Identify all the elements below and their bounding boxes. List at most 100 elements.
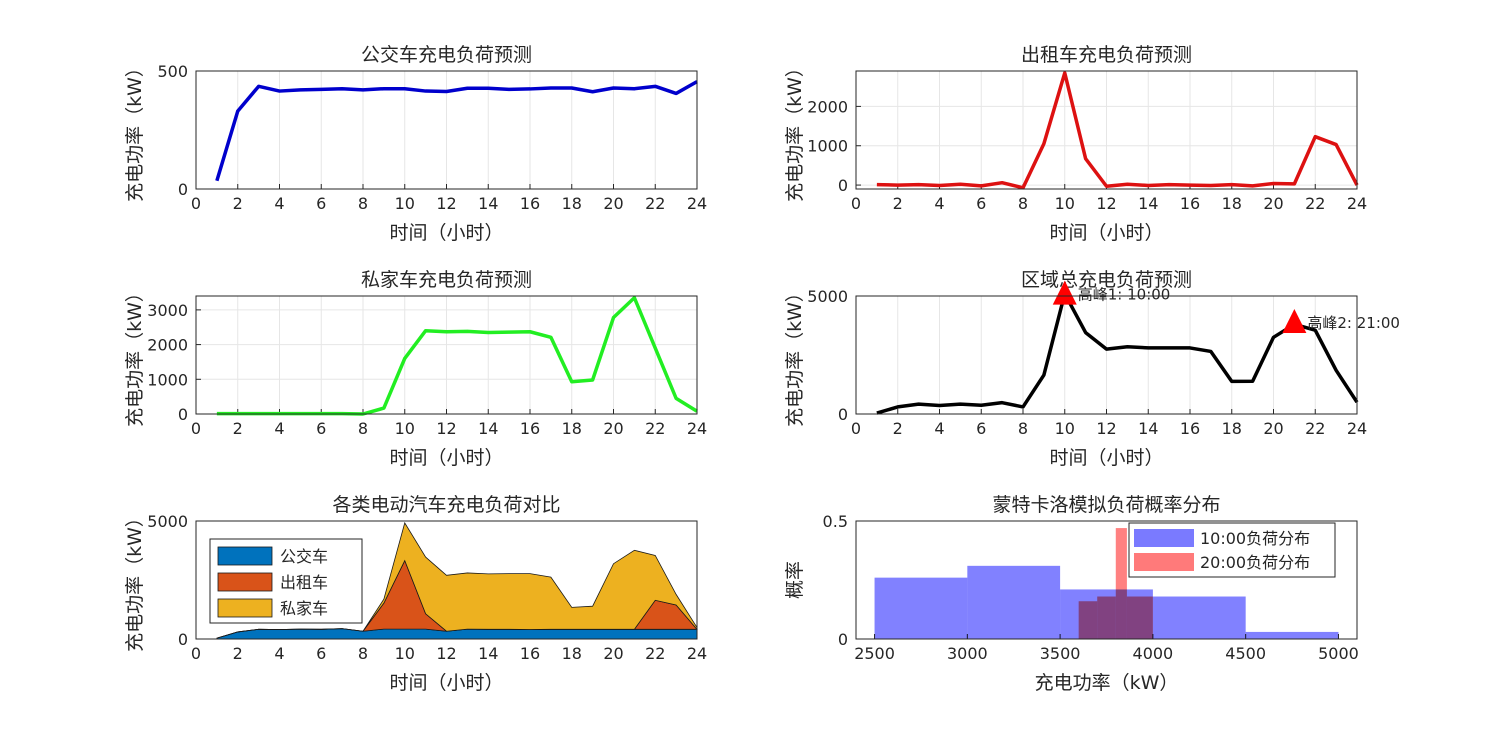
axes-box <box>855 295 1358 415</box>
x-tick-label: 6 <box>976 419 986 438</box>
x-tick-label: 10 <box>395 644 415 663</box>
y-axis-label: 充电功率（kW） <box>124 508 146 652</box>
y-tick-label: 5000 <box>807 287 848 306</box>
chart-title: 出租车充电负荷预测 <box>1021 44 1192 66</box>
chart-total: 0 2 4 6 8 10 12 14 16 18 20 22 2405000区域总充电负荷预测时间（小时… <box>784 269 1400 469</box>
y-axis-label: 充电功率（kW） <box>784 283 806 427</box>
chart-title: 蒙特卡洛模拟负荷概率分布 <box>992 494 1220 516</box>
x-tick-label: 0 <box>851 194 861 213</box>
peak-label-1: 高峰1: 10:00 <box>1078 286 1171 304</box>
legend-swatch <box>217 598 273 618</box>
x-tick-label: 3500 <box>1040 644 1081 663</box>
x-tick-label: 16 <box>520 194 540 213</box>
hist-bar-2 <box>1078 601 1098 639</box>
x-tick-label: 22 <box>645 194 665 213</box>
y-tick-label: 2000 <box>147 336 188 355</box>
x-tick-label: 18 <box>1222 194 1242 213</box>
y-tick-label: 1000 <box>807 137 848 156</box>
x-tick-label: 2 <box>233 194 243 213</box>
legend-label: 私家车 <box>280 599 328 618</box>
x-tick-label: 0 <box>191 194 201 213</box>
x-tick-label: 4 <box>274 194 284 213</box>
legend-label: 20:00负荷分布 <box>1200 553 1310 572</box>
x-axis-label: 时间（小时） <box>389 222 503 244</box>
x-tick-label: 22 <box>645 644 665 663</box>
x-tick-label: 6 <box>976 194 986 213</box>
x-axis-label: 时间（小时） <box>1049 447 1163 469</box>
x-tick-label: 22 <box>1305 194 1325 213</box>
y-tick-label: 2000 <box>807 97 848 116</box>
x-tick-label: 10 <box>1055 194 1075 213</box>
x-tick-label: 12 <box>1096 419 1116 438</box>
legend-label: 公交车 <box>280 547 328 566</box>
chart-title: 公交车充电负荷预测 <box>361 44 532 66</box>
x-tick-label: 24 <box>687 194 707 213</box>
axes-box <box>195 295 698 415</box>
x-tick-label: 4000 <box>1133 644 1174 663</box>
x-tick-label: 10 <box>1055 419 1075 438</box>
y-tick-label: 0 <box>838 405 848 424</box>
axes-box <box>195 70 698 190</box>
axes-box <box>855 70 1358 190</box>
chart-title: 各类电动汽车充电负荷对比 <box>332 494 560 516</box>
x-tick-label: 4 <box>934 419 944 438</box>
series-line-taxi <box>876 71 1359 190</box>
chart-taxi: 0 2 4 6 8 10 12 14 16 18 20 22 24010002000出租车充电负荷预测时… <box>784 44 1367 244</box>
legend-label: 10:00负荷分布 <box>1200 529 1310 548</box>
x-tick-label: 20 <box>1263 194 1283 213</box>
legend-swatch <box>217 546 273 566</box>
x-tick-label: 24 <box>1347 419 1367 438</box>
hist-bar-2 <box>1097 596 1116 639</box>
chart-hist: 2500 3000 3500 4000 4500 5000 0 0.5 蒙特卡洛模拟负荷概率分布… <box>784 494 1359 694</box>
chart-bus: 0 2 4 6 8 10 12 14 16 18 20 22 240500公交车充电负荷预测时间（小时）… <box>124 44 707 244</box>
legend-swatch <box>217 572 273 592</box>
chart-private: 0 2 4 6 8 10 12 14 16 18 20 22 240100020003000私家车充电负… <box>124 269 707 469</box>
x-axis-label: 充电功率（kW） <box>1035 672 1179 694</box>
x-tick-label: 2 <box>233 419 243 438</box>
x-tick-label: 20 <box>603 194 623 213</box>
x-tick-label: 18 <box>1222 419 1242 438</box>
x-tick-label: 4 <box>274 419 284 438</box>
y-tick-label: 1000 <box>147 370 188 389</box>
x-tick-label: 12 <box>436 194 456 213</box>
chart-title: 私家车充电负荷预测 <box>361 269 532 291</box>
x-tick-label: 6 <box>316 419 326 438</box>
legend-swatch <box>1134 529 1194 547</box>
x-tick-label: 12 <box>436 644 456 663</box>
legend: 10:00负荷分布 20:00负荷分布 <box>1128 522 1336 578</box>
x-tick-label: 8 <box>1018 419 1028 438</box>
x-tick-label: 14 <box>478 194 498 213</box>
y-tick-label: 3000 <box>147 301 188 320</box>
chart-stack: 0 2 4 6 8 10 12 14 16 18 20 22 2405000各类电动汽车充电负荷对比时间… <box>124 494 707 694</box>
x-axis-label: 时间（小时） <box>1049 222 1163 244</box>
x-tick-label: 10 <box>395 419 415 438</box>
x-tick-label: 12 <box>1096 194 1116 213</box>
x-tick-label: 22 <box>645 419 665 438</box>
series-line-total <box>876 291 1359 415</box>
x-tick-label: 5000 <box>1318 644 1359 663</box>
peak-label-2: 高峰2: 21:00 <box>1307 314 1400 332</box>
hist-bar-1 <box>1152 596 1246 639</box>
y-axis-label: 充电功率（kW） <box>124 283 146 427</box>
x-tick-label: 12 <box>436 419 456 438</box>
x-tick-label: 10 <box>395 194 415 213</box>
x-tick-label: 18 <box>562 644 582 663</box>
peak-marker-1 <box>1052 280 1077 305</box>
series-line-bus <box>215 80 698 182</box>
hist-bar-2 <box>1126 596 1153 639</box>
x-tick-label: 6 <box>316 644 326 663</box>
x-tick-label: 22 <box>1305 419 1325 438</box>
x-axis-label: 时间（小时） <box>389 672 503 694</box>
y-tick-label: 500 <box>157 62 188 81</box>
x-tick-label: 14 <box>1138 419 1158 438</box>
peak-marker-2 <box>1282 308 1307 333</box>
y-tick-label: 5000 <box>147 512 188 531</box>
x-tick-label: 2 <box>893 194 903 213</box>
x-tick-label: 16 <box>1180 194 1200 213</box>
x-tick-label: 16 <box>520 644 540 663</box>
series-line-private <box>216 295 698 416</box>
y-tick-label: 0.5 <box>823 512 848 531</box>
x-tick-label: 8 <box>358 194 368 213</box>
x-tick-label: 24 <box>687 419 707 438</box>
